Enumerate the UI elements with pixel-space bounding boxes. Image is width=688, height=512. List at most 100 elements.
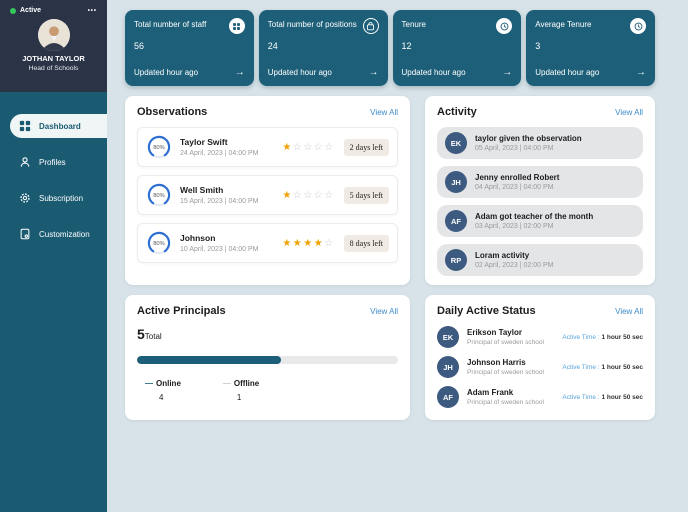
observations-card: Observations View All 80% Taylor Swift 2…	[125, 96, 410, 285]
star-filled-icon[interactable]: ★	[303, 237, 314, 249]
document-pen-icon	[19, 228, 31, 240]
arrow-right-icon[interactable]: →	[368, 67, 379, 78]
activity-text: Jenny enrolled Robert	[475, 173, 560, 182]
daily-status-row[interactable]: EK Erikson Taylor Principal of sweden sc…	[437, 326, 643, 348]
days-left-badge: 2 days left	[343, 138, 389, 156]
principal-name: Johnson Harris	[467, 358, 526, 368]
observation-name: Taylor Swift	[180, 137, 228, 148]
activity-item[interactable]: RP Loram activity 02 April, 2023 | 02:00…	[437, 244, 643, 276]
avatar-photo-placeholder	[37, 19, 70, 51]
sidebar-item-label: Profiles	[39, 157, 66, 167]
sidebar-item-customization[interactable]: Customization	[10, 222, 107, 246]
observation-row[interactable]: 80% Johnson 10 April, 2023 | 04:00 PM ★★…	[137, 223, 398, 263]
activity-text: Loram activity	[475, 251, 530, 260]
card-title: Observations	[137, 106, 208, 118]
daily-status-row[interactable]: JH Johnson Harris Principal of sweden sc…	[437, 356, 643, 378]
activity-item[interactable]: EK taylor given the observation 05 April…	[437, 127, 643, 159]
activity-date: 03 April, 2023 | 02:00 PM	[475, 223, 554, 230]
star-filled-icon[interactable]: ★	[313, 237, 325, 249]
star-empty-icon[interactable]: ☆	[292, 141, 304, 153]
active-time-label: Active Time :	[562, 393, 600, 401]
active-time-label: Active Time :	[562, 363, 600, 371]
view-all-link[interactable]: View All	[370, 306, 398, 316]
svg-text:80%: 80%	[153, 241, 165, 247]
star-rating[interactable]: ★☆☆☆☆	[282, 142, 334, 153]
observation-row[interactable]: 80% Taylor Swift 24 April, 2023 | 04:00 …	[137, 127, 398, 167]
daily-active-status-card: Daily Active Status View All EK Erikson …	[425, 295, 655, 420]
star-filled-icon[interactable]: ★	[292, 237, 304, 249]
stat-card-tenure[interactable]: Tenure 12 Updated hour ago →	[392, 10, 522, 86]
view-all-link[interactable]: View All	[615, 306, 643, 316]
active-time-value: 1 hour 50 sec	[601, 333, 643, 341]
user-avatar[interactable]	[37, 19, 70, 51]
sidebar-item-label: Subscription	[39, 193, 84, 203]
offline-legend-dash: —	[222, 379, 231, 388]
more-options-icon[interactable]: •••	[87, 7, 97, 14]
progress-ring: 80%	[147, 183, 171, 207]
active-principals-card: Active Principals View All 5Total — Onlin…	[125, 295, 410, 420]
star-empty-icon[interactable]: ☆	[324, 237, 335, 249]
star-empty-icon[interactable]: ☆	[303, 141, 314, 153]
gear-icon	[19, 192, 31, 204]
sidebar-item-dashboard[interactable]: Dashboard	[10, 114, 107, 138]
star-empty-icon[interactable]: ☆	[303, 189, 314, 201]
observation-date: 10 April, 2023 | 04:00 PM	[180, 245, 259, 253]
principals-total-label: Total	[144, 332, 162, 341]
star-empty-icon[interactable]: ☆	[313, 141, 325, 153]
arrow-right-icon[interactable]: →	[234, 67, 245, 78]
activity-text: taylor given the observation	[475, 134, 582, 143]
star-filled-icon[interactable]: ★	[282, 237, 293, 249]
principal-subtitle: Principal of sweden school	[467, 368, 544, 376]
active-time-value: 1 hour 50 sec	[601, 363, 643, 371]
progress-ring: 80%	[147, 135, 171, 159]
activity-item[interactable]: AF Adam got teacher of the month 03 Apri…	[437, 205, 643, 237]
online-legend-dash: —	[145, 379, 153, 388]
tenure-clock-icon	[496, 18, 513, 34]
main-content: Total number of staff 56 Updated hour ag…	[107, 0, 688, 512]
stat-card-value: 12	[401, 41, 412, 51]
principal-subtitle: Principal of sweden school	[467, 398, 544, 406]
stat-card-average-tenure[interactable]: Average Tenure 3 Updated hour ago →	[526, 10, 655, 86]
observation-name: Well Smith	[180, 185, 224, 196]
daily-status-row[interactable]: AF Adam Frank Principal of sweden school…	[437, 386, 643, 408]
stat-card-total-positions[interactable]: Total number of positions 24 Updated hou…	[258, 10, 388, 86]
observation-name: Johnson	[180, 233, 216, 244]
star-empty-icon[interactable]: ☆	[324, 141, 335, 153]
view-all-link[interactable]: View All	[615, 107, 643, 117]
status-row: Active •••	[0, 7, 107, 14]
stat-card-value: 3	[535, 41, 541, 51]
arrow-right-icon[interactable]: →	[502, 67, 513, 78]
avatar: AF	[445, 210, 467, 232]
arrow-right-icon[interactable]: →	[636, 67, 646, 78]
offline-label: Offline	[233, 379, 260, 388]
status-label: Active	[20, 7, 42, 14]
stat-card-title: Total number of positions	[267, 20, 357, 29]
star-rating[interactable]: ★★★★☆	[282, 238, 334, 249]
online-count: 4	[159, 393, 164, 402]
stat-card-updated: Updated hour ago	[134, 68, 199, 77]
view-all-link[interactable]: View All	[370, 107, 398, 117]
activity-item[interactable]: JH Jenny enrolled Robert 04 April, 2023 …	[437, 166, 643, 198]
avatar: AF	[437, 386, 459, 408]
card-title: Daily Active Status	[437, 305, 536, 317]
stat-card-title: Average Tenure	[535, 20, 592, 29]
sidebar-profile-section: Active ••• JOTHAN TAYLOR Head of Schools	[0, 0, 107, 92]
principal-name: Erikson Taylor	[467, 328, 522, 338]
dashboard-grid-icon	[19, 120, 31, 132]
progress-bar-fill	[137, 356, 281, 364]
star-filled-icon[interactable]: ★	[282, 189, 293, 201]
star-rating[interactable]: ★☆☆☆☆	[282, 190, 334, 201]
avatar: RP	[445, 249, 467, 271]
star-filled-icon[interactable]: ★	[282, 141, 293, 153]
avatar: JH	[445, 171, 467, 193]
star-empty-icon[interactable]: ☆	[324, 189, 335, 201]
star-empty-icon[interactable]: ☆	[292, 189, 304, 201]
stat-card-total-staff[interactable]: Total number of staff 56 Updated hour ag…	[125, 10, 254, 86]
observation-row[interactable]: 80% Well Smith 15 April, 2023 | 04:00 PM…	[137, 175, 398, 215]
star-empty-icon[interactable]: ☆	[313, 189, 325, 201]
sidebar-item-subscription[interactable]: Subscription	[10, 186, 107, 210]
principals-total-value: 5	[137, 326, 145, 342]
tenure-clock-icon	[630, 18, 646, 34]
sidebar-item-profiles[interactable]: Profiles	[10, 150, 107, 174]
observation-date: 24 April, 2023 | 04:00 PM	[180, 149, 259, 157]
